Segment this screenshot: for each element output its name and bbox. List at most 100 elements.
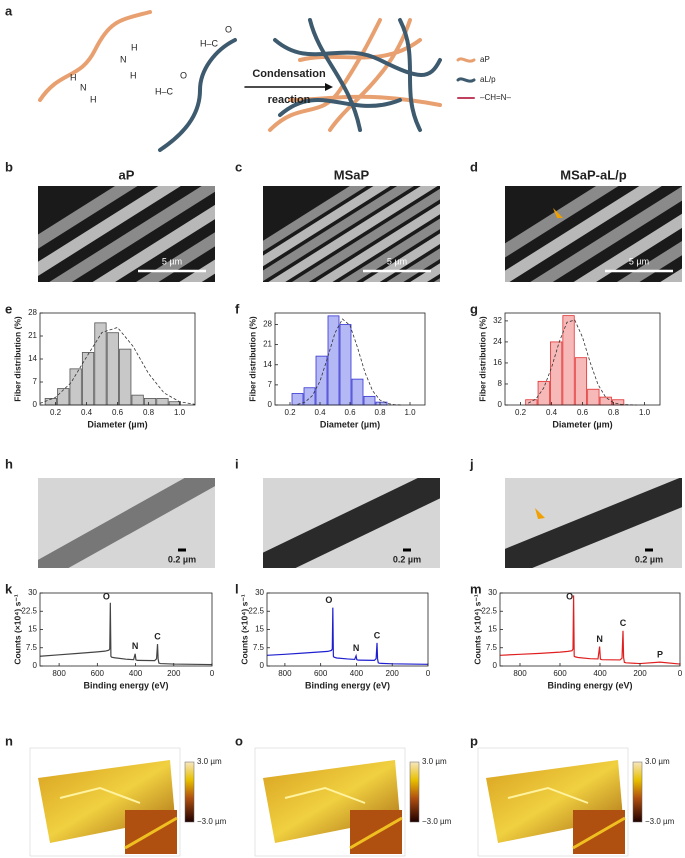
fiber xyxy=(315,203,440,282)
y-tick-label: 30 xyxy=(28,588,37,597)
fiber xyxy=(179,259,215,282)
y-tick-label: 22.5 xyxy=(248,606,264,615)
x-tick-label: 0 xyxy=(210,669,215,678)
peak-label: C xyxy=(374,630,381,640)
legend-label: aL/p xyxy=(480,75,496,84)
spectrum xyxy=(499,595,681,665)
alp-chain xyxy=(158,38,237,152)
sem-image xyxy=(263,186,440,282)
afm-ridge xyxy=(284,786,366,804)
tem-image xyxy=(38,478,215,568)
plot-frame xyxy=(499,592,681,667)
atom: H–C xyxy=(155,86,174,96)
y-tick-label: 7.5 xyxy=(26,643,38,652)
colorbar-min: −3.0 µm xyxy=(197,817,227,826)
x-tick-label: 600 xyxy=(553,669,567,678)
bar xyxy=(168,401,181,406)
y-axis-label: Counts (×10⁴) s⁻¹ xyxy=(239,594,249,664)
y-tick-label: 22.5 xyxy=(21,606,37,615)
fiber xyxy=(263,186,414,282)
arrow-marker xyxy=(553,208,563,218)
y-tick-label: 0 xyxy=(260,661,265,670)
fiber xyxy=(38,186,181,276)
y-tick-label: 30 xyxy=(255,588,264,597)
x-axis-label: Diameter (µm) xyxy=(87,419,147,429)
y-tick-label: 7 xyxy=(268,380,273,389)
x-tick-label: 0 xyxy=(678,669,683,678)
atom: O xyxy=(180,70,187,80)
y-tick-label: 14 xyxy=(263,360,272,369)
x-tick-label: 600 xyxy=(314,669,328,678)
fiber xyxy=(49,186,215,282)
x-tick-label: 1.0 xyxy=(404,408,416,417)
x-tick-label: 1.0 xyxy=(639,408,651,417)
bar xyxy=(156,398,169,406)
peak-label: O xyxy=(103,591,110,601)
bar xyxy=(291,393,304,406)
sem-title: MSaP-aL/p xyxy=(560,167,627,182)
bar xyxy=(525,399,538,406)
peak-label: N xyxy=(132,641,139,651)
arrow-label: Condensation xyxy=(252,68,326,80)
bar xyxy=(57,388,70,406)
scale-label: 0.2 µm xyxy=(393,554,421,564)
afm-ridge xyxy=(59,786,141,804)
panel-label: i xyxy=(235,456,239,471)
bar xyxy=(363,395,376,406)
colorbar xyxy=(409,761,420,823)
arrow-label: reaction xyxy=(268,94,311,106)
colorbar-min: −3.0 µm xyxy=(422,817,452,826)
x-tick-label: 1.0 xyxy=(174,408,186,417)
x-axis-label: Binding energy (eV) xyxy=(83,680,168,690)
panel-label: n xyxy=(5,733,13,748)
x-tick-label: 0.6 xyxy=(344,408,356,417)
bar xyxy=(587,388,600,406)
x-tick-label: 0.8 xyxy=(374,408,386,417)
x-tick-label: 0.4 xyxy=(546,408,558,417)
y-tick-label: 28 xyxy=(28,308,37,317)
fiber xyxy=(505,186,619,258)
fiber xyxy=(291,188,440,282)
panel-label: e xyxy=(5,301,12,316)
x-tick-label: 400 xyxy=(593,669,607,678)
peak-label: N xyxy=(353,643,360,653)
panel-label: g xyxy=(470,301,478,316)
legend-alp-line xyxy=(456,77,476,83)
peak-label: O xyxy=(566,591,573,601)
arrow-head xyxy=(325,83,333,91)
bar xyxy=(339,324,352,406)
colorbar-min: −3.0 µm xyxy=(645,817,675,826)
x-axis-label: Diameter (µm) xyxy=(320,419,380,429)
x-axis-label: Binding energy (eV) xyxy=(547,680,632,690)
colorbar-max: 3.0 µm xyxy=(197,757,222,766)
colorbar xyxy=(184,761,195,823)
scale-label: 5 µm xyxy=(387,256,407,266)
fit-curve xyxy=(39,326,196,405)
panel-label: a xyxy=(5,3,13,18)
sem-image xyxy=(505,186,682,282)
x-tick-label: 0 xyxy=(426,669,431,678)
atom: H xyxy=(131,42,138,52)
y-tick-label: 22.5 xyxy=(481,606,497,615)
y-tick-label: 32 xyxy=(493,316,502,325)
y-axis-label: Fiber distribution (%) xyxy=(12,316,22,402)
fiber xyxy=(38,186,138,249)
scheme xyxy=(38,10,476,152)
bar xyxy=(599,396,612,406)
bar xyxy=(351,378,364,406)
legend-label: –CH=N– xyxy=(480,93,511,102)
y-tick-label: 15 xyxy=(28,625,37,634)
y-tick-label: 30 xyxy=(488,588,497,597)
panel-label: b xyxy=(5,159,13,174)
bar xyxy=(81,352,95,406)
x-tick-label: 0.6 xyxy=(577,408,589,417)
tem-image xyxy=(505,478,682,568)
y-tick-label: 14 xyxy=(28,354,37,363)
x-tick-label: 0.2 xyxy=(284,408,296,417)
x-tick-label: 600 xyxy=(91,669,105,678)
scale-label: 0.2 µm xyxy=(635,554,663,564)
bar xyxy=(303,387,316,406)
y-tick-label: 8 xyxy=(498,379,503,388)
plot-frame xyxy=(39,592,213,667)
